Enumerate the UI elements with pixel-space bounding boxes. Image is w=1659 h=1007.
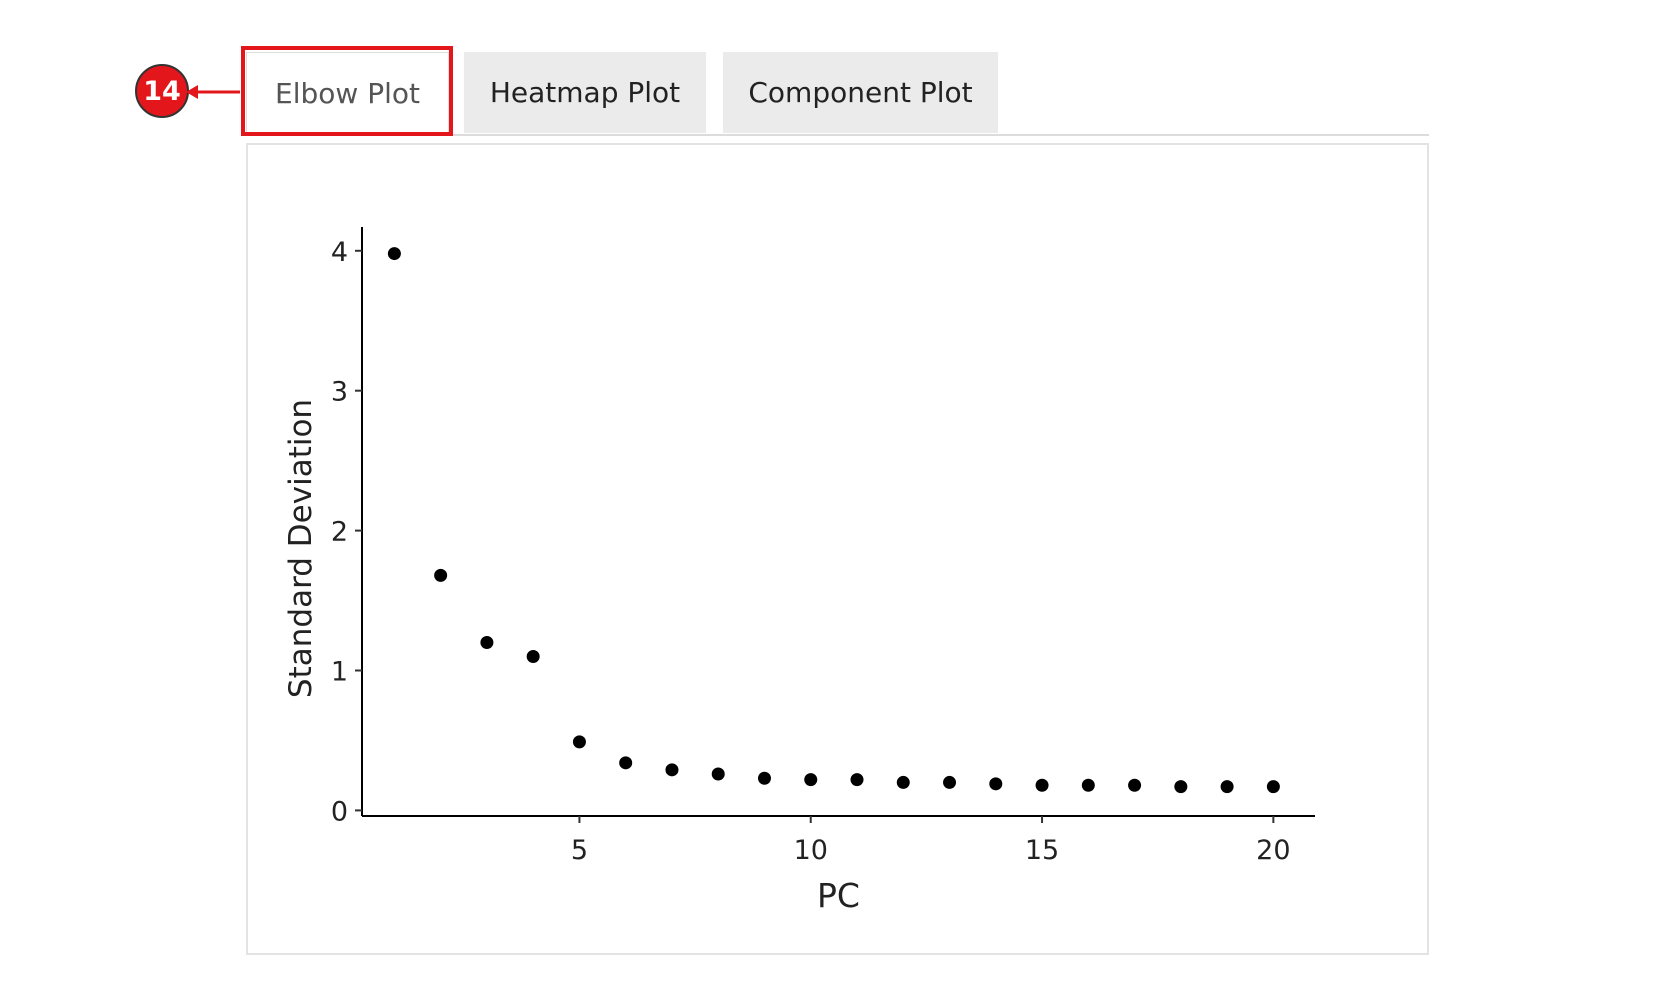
y-axis-ticks: 0 1 2 3 4 (331, 237, 362, 827)
tab-component-plot[interactable]: Component Plot (723, 52, 998, 133)
data-point (1174, 780, 1188, 794)
data-point (1220, 780, 1234, 794)
data-point (1266, 780, 1280, 794)
x-tick-label: 5 (571, 835, 588, 866)
y-tick-label: 2 (331, 517, 348, 548)
data-point (480, 636, 494, 650)
y-tick-label: 4 (331, 237, 348, 268)
y-tick-label: 0 (331, 796, 348, 827)
step-badge: 14 (135, 64, 189, 118)
plot-panel: 0 1 2 3 4 5 10 15 20 PC Standard Deviation (246, 143, 1429, 955)
data-point (943, 775, 957, 789)
x-axis-label: PC (817, 876, 860, 915)
tab-strip: Elbow Plot Heatmap Plot Component Plot (246, 52, 1429, 136)
data-point (526, 650, 540, 664)
data-point (434, 568, 448, 582)
tab-heatmap-plot[interactable]: Heatmap Plot (464, 52, 706, 133)
x-tick-label: 10 (794, 835, 828, 866)
tab-component-plot-label: Component Plot (748, 76, 973, 109)
x-tick-label: 15 (1025, 835, 1059, 866)
data-point (850, 773, 864, 787)
tab-elbow-plot-label: Elbow Plot (275, 76, 420, 110)
data-point (572, 735, 586, 749)
data-point (896, 775, 910, 789)
data-point (387, 247, 401, 261)
data-point (989, 777, 1003, 791)
data-point (757, 771, 771, 785)
data-point (804, 773, 818, 787)
y-tick-label: 1 (331, 656, 348, 687)
y-axis-label: Standard Deviation (283, 399, 319, 698)
data-point (665, 763, 679, 777)
y-tick-label: 3 (331, 377, 348, 408)
data-point (1128, 778, 1142, 792)
data-points (387, 247, 1280, 794)
callout-arrow (186, 85, 240, 99)
x-tick-label: 20 (1256, 835, 1290, 866)
data-point (1035, 778, 1049, 792)
data-point (619, 756, 633, 770)
tab-heatmap-plot-label: Heatmap Plot (489, 76, 681, 109)
data-point (711, 767, 725, 781)
data-point (1081, 778, 1095, 792)
x-axis-ticks: 5 10 15 20 (571, 816, 1291, 866)
step-badge-number: 14 (143, 75, 181, 107)
elbow-plot-chart: 0 1 2 3 4 5 10 15 20 PC Standard Deviation (283, 227, 1315, 915)
tab-elbow-plot[interactable]: Elbow Plot (246, 52, 449, 135)
